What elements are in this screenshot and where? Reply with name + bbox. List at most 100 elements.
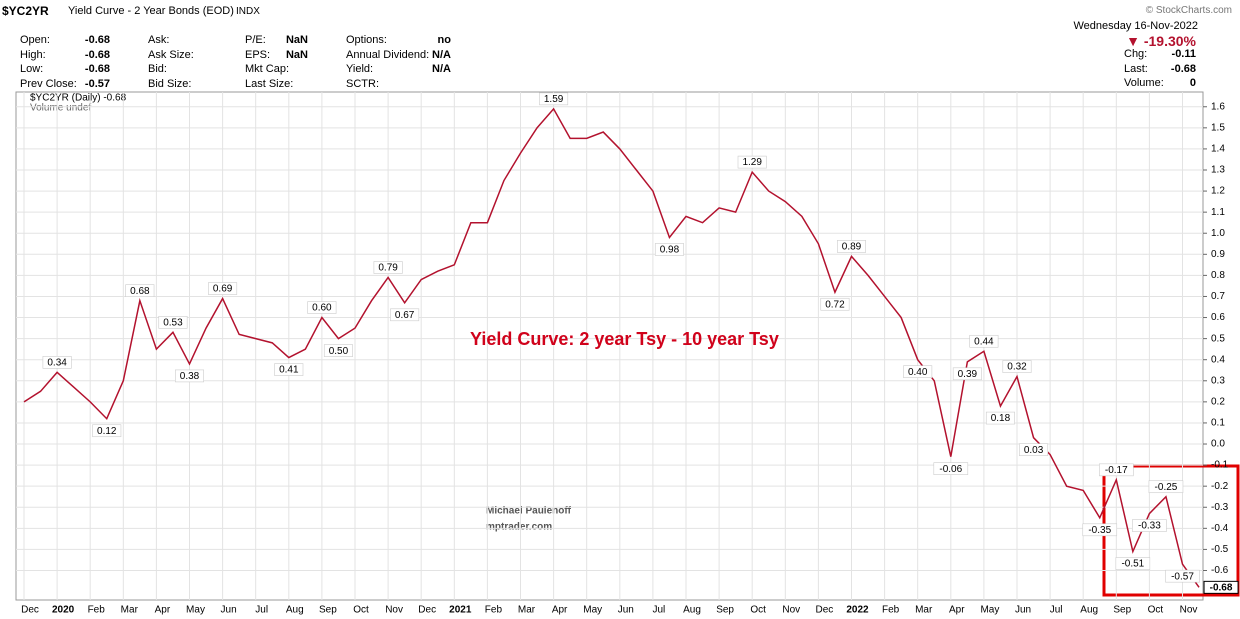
quote-value: no — [437, 34, 451, 46]
value-label-box — [125, 284, 155, 297]
value-label-box — [737, 155, 767, 169]
value-label: -0.25 — [1155, 482, 1178, 493]
watermark: mptrader.com — [486, 522, 552, 533]
y-tick-label: 1.3 — [1211, 165, 1225, 176]
value-label: 0.44 — [974, 336, 994, 347]
value-label: -0.17 — [1105, 465, 1128, 476]
x-tick-label: Jul — [653, 605, 666, 616]
y-tick-label: 0.6 — [1211, 312, 1225, 323]
x-tick-label: Aug — [1080, 605, 1098, 616]
value-label-box — [539, 92, 569, 106]
quote-value: N/A — [432, 48, 451, 61]
watermark: Michael Paulenoff — [486, 506, 572, 517]
x-tick-label: Jul — [255, 605, 268, 616]
annotation: Yield Curve: 2 year Tsy - 10 year Tsy — [470, 329, 779, 349]
y-tick-label: -0.6 — [1211, 565, 1229, 576]
value-label-box — [836, 240, 866, 253]
quote-label: Mkt Cap: — [245, 63, 290, 75]
y-tick-label: -0.3 — [1211, 502, 1229, 513]
x-tick-label: Nov — [1180, 605, 1198, 616]
value-label: -0.68 — [1210, 582, 1233, 593]
value-label-box — [323, 344, 353, 357]
value-label: 0.79 — [378, 263, 398, 274]
quote-label: Ask Size: — [148, 48, 194, 61]
x-tick-label: Jun — [221, 605, 237, 616]
value-label: 0.67 — [395, 310, 415, 321]
value-label: -0.33 — [1138, 521, 1161, 532]
quote-label: Annual Dividend: — [346, 48, 430, 61]
x-tick-label: Feb — [485, 605, 503, 616]
x-tick-label: May — [980, 605, 999, 616]
x-tick-label: Feb — [88, 605, 106, 616]
y-tick-label: 0.7 — [1211, 291, 1225, 302]
x-tick-label: Mar — [915, 605, 933, 616]
x-tick-label: Dec — [418, 605, 436, 616]
quote-label: Low: — [20, 63, 44, 75]
value-label-box — [820, 297, 850, 311]
y-tick-label: 0.0 — [1211, 439, 1225, 450]
x-tick-label: May — [186, 605, 205, 616]
y-tick-label: 0.4 — [1211, 354, 1225, 365]
value-label: 0.72 — [825, 299, 845, 310]
x-tick-label: May — [583, 605, 602, 616]
exchange: INDX — [236, 6, 260, 17]
quote-value: -0.68 — [84, 63, 110, 75]
x-tick-label: 2021 — [449, 605, 472, 616]
x-tick-label: Sep — [716, 605, 734, 616]
y-tick-label: 1.2 — [1211, 186, 1225, 197]
quote-label: Prev Close: — [20, 77, 77, 90]
quote-label: Last Size: — [245, 77, 294, 90]
value-label-box — [969, 334, 999, 348]
x-tick-label: Jul — [1050, 605, 1063, 616]
value-label-box — [985, 411, 1015, 425]
y-tick-label: 1.0 — [1211, 228, 1225, 239]
value-label: 0.53 — [163, 317, 183, 328]
quote-value: N/A — [432, 63, 451, 75]
quote-value: -0.57 — [84, 77, 110, 90]
quote-label: Options: — [346, 34, 387, 46]
x-tick-label: Aug — [286, 605, 304, 616]
quote-value: NaN — [285, 48, 308, 61]
value-label: 0.40 — [908, 367, 928, 378]
value-label: -0.06 — [939, 464, 962, 475]
value-label-box — [1132, 519, 1167, 532]
x-tick-label: Oct — [750, 605, 766, 616]
y-tick-label: 0.3 — [1211, 375, 1225, 386]
date: Wednesday 16-Nov-2022 — [1073, 20, 1198, 32]
x-tick-label: Oct — [1148, 605, 1164, 616]
symbol: $YC2YR — [2, 4, 49, 18]
value-label-box — [1002, 360, 1032, 373]
quote-value: -0.68 — [1170, 62, 1196, 75]
quote-label: SCTR: — [346, 77, 379, 90]
value-label-box — [952, 367, 982, 381]
value-label-box — [92, 424, 122, 438]
y-tick-label: 1.5 — [1211, 122, 1225, 133]
value-label-box — [1148, 480, 1184, 494]
y-tick-label: 0.5 — [1211, 333, 1225, 344]
x-tick-label: Dec — [816, 605, 834, 616]
value-label: -0.57 — [1171, 571, 1194, 582]
x-tick-label: Oct — [353, 605, 369, 616]
value-label-box — [903, 365, 933, 379]
value-label: 0.18 — [991, 413, 1011, 424]
quote-label: Yield: — [346, 63, 374, 75]
value-label-box — [208, 282, 238, 295]
x-tick-label: Apr — [552, 605, 568, 616]
value-label: 0.68 — [130, 286, 150, 297]
y-tick-label: 0.2 — [1211, 396, 1225, 407]
x-tick-label: Sep — [319, 605, 337, 616]
quote-label: Ask: — [148, 34, 170, 46]
value-label-box — [933, 462, 969, 475]
x-tick-label: Apr — [949, 605, 965, 616]
y-tick-label: 0.8 — [1211, 270, 1225, 281]
y-tick-label: -0.5 — [1211, 544, 1229, 555]
value-label: 0.41 — [279, 365, 299, 376]
x-tick-label: Mar — [121, 605, 139, 616]
y-tick-label: 0.9 — [1211, 249, 1225, 260]
value-label: 0.98 — [660, 245, 680, 256]
x-tick-label: Jun — [618, 605, 634, 616]
value-label-box — [307, 301, 337, 314]
value-label-box — [158, 315, 188, 329]
